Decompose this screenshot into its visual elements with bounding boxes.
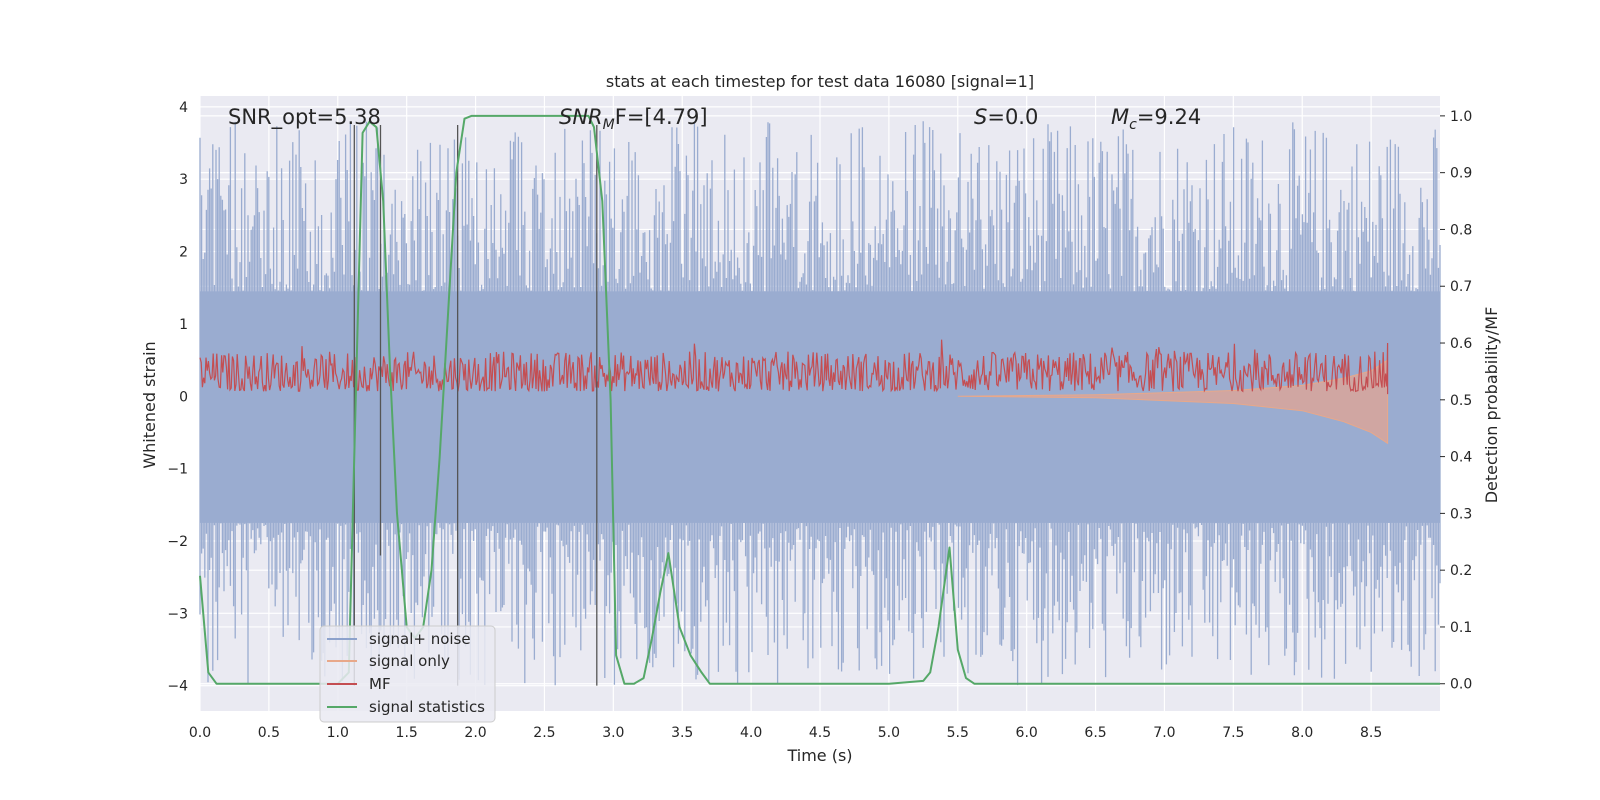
y2-tick-label: 0.5 <box>1450 393 1472 409</box>
mf-line <box>199 339 1389 395</box>
x-tick-label: 8.0 <box>1291 725 1313 741</box>
y-tick-label: −1 <box>167 462 188 478</box>
y2-tick-label: 0.4 <box>1450 450 1472 466</box>
chart-title: stats at each timestep for test data 160… <box>606 72 1034 91</box>
annotation-s: S=0.0 <box>974 105 1038 129</box>
x-tick-label: 1.5 <box>396 725 418 741</box>
y-ticks: 4 3 2 1 0 −1 −2 −3 −4 <box>167 100 188 695</box>
data-layer <box>199 114 1441 686</box>
y-axis-label: Whitened strain <box>140 341 159 468</box>
annotation-mc-rest: =9.24 <box>1137 105 1201 129</box>
annotation-s-main: S <box>974 105 987 129</box>
annotation-snr-mf: SNRMF=[4.79] <box>559 105 708 133</box>
y2-tick-label: 1.0 <box>1450 109 1472 125</box>
legend-label-signal-only: signal only <box>369 652 450 670</box>
x-tick-label: 2.0 <box>464 725 486 741</box>
x-tick-label: 6.0 <box>1016 725 1038 741</box>
x-tick-label: 6.5 <box>1084 725 1106 741</box>
y-tick-label: −3 <box>167 606 188 622</box>
y2-tick-label: 0.7 <box>1450 279 1472 295</box>
x-tick-label: 5.5 <box>947 725 969 741</box>
x-ticks: 0.0 0.5 1.0 1.5 2.0 2.5 3.0 3.5 4.0 4.5 5.0 5.5 6.0 6… <box>189 725 1382 741</box>
y-tick-label: 2 <box>179 245 188 261</box>
annotation-mc: Mc=9.24 <box>1111 105 1201 133</box>
x-tick-label: 0.0 <box>189 725 211 741</box>
y-tick-label: 4 <box>179 100 188 116</box>
x-tick-label: 5.0 <box>878 725 900 741</box>
signal-statistics-line <box>199 114 1440 685</box>
annotation-snr-opt: SNR_opt=5.38 <box>228 105 381 130</box>
x-tick-label: 7.5 <box>1222 725 1244 741</box>
x-tick-label: 4.0 <box>740 725 762 741</box>
y2-tick-label: 0.9 <box>1450 166 1472 182</box>
legend-label-signal-statistics: signal statistics <box>369 698 485 716</box>
y2-tick-label: 0.0 <box>1450 677 1472 693</box>
annotation-mc-sub: c <box>1129 117 1137 133</box>
y-tick-label: −4 <box>167 679 188 695</box>
x-tick-label: 3.0 <box>602 725 624 741</box>
legend-label-signal-noise: signal+ noise <box>369 630 471 648</box>
y2-tick-label: 0.6 <box>1450 336 1472 352</box>
y2-tick-label: 0.8 <box>1450 222 1472 238</box>
annotation-snr-mf-rest: F=[4.79] <box>615 105 708 129</box>
y-tick-label: 0 <box>179 389 188 405</box>
signal-only-line <box>957 359 1389 445</box>
y2-axis-label: Detection probability/MF <box>1482 307 1501 504</box>
annotation-s-rest: =0.0 <box>987 105 1038 129</box>
y2-ticks: 1.0 0.9 0.8 0.7 0.6 0.5 0.4 0.3 0.2 0.1 0.0 <box>1440 109 1472 693</box>
y2-tick-label: 0.3 <box>1450 506 1472 522</box>
x-axis-label: Time (s) <box>786 746 852 765</box>
annotation-mc-main: M <box>1111 105 1129 129</box>
annotation-snr-mf-main: SNR <box>559 105 603 129</box>
x-tick-label: 7.0 <box>1153 725 1175 741</box>
y2-tick-label: 0.2 <box>1450 563 1472 579</box>
x-tick-label: 4.5 <box>809 725 831 741</box>
legend-label-mf: MF <box>369 675 391 693</box>
signal-noise-line <box>199 121 1441 686</box>
y-tick-label: 1 <box>179 317 188 333</box>
x-tick-label: 8.5 <box>1360 725 1382 741</box>
annotation-snr-mf-sub: M <box>603 117 615 133</box>
y2-tick-label: 0.1 <box>1450 620 1472 636</box>
x-tick-label: 2.5 <box>533 725 555 741</box>
x-tick-label: 0.5 <box>258 725 280 741</box>
y-tick-label: 3 <box>179 172 188 188</box>
legend-box <box>319 625 496 723</box>
x-tick-label: 3.5 <box>671 725 693 741</box>
y-tick-label: −2 <box>167 534 188 550</box>
legend: signal+ noise signal only MF signal stat… <box>319 625 496 723</box>
x-tick-label: 1.0 <box>327 725 349 741</box>
